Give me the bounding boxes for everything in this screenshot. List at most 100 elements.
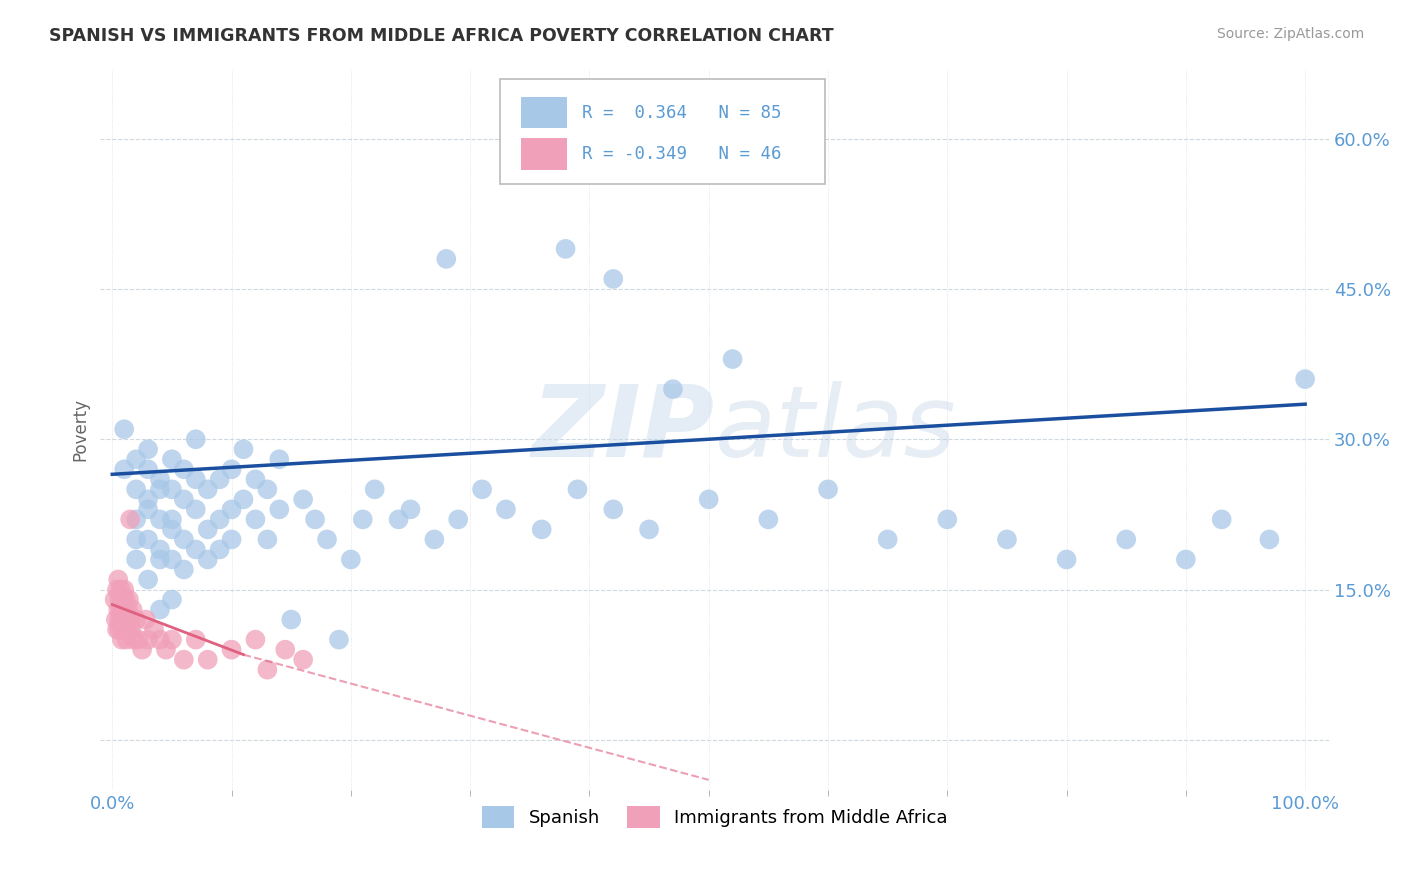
Point — [434, 252, 457, 266]
Point — [197, 653, 219, 667]
Point — [1056, 552, 1078, 566]
Point — [173, 562, 195, 576]
Point — [173, 533, 195, 547]
Point — [554, 242, 576, 256]
Point — [108, 592, 131, 607]
Point — [118, 592, 141, 607]
Point — [1211, 512, 1233, 526]
Point — [111, 613, 134, 627]
Point — [136, 632, 159, 647]
Point — [120, 512, 142, 526]
Point — [173, 653, 195, 667]
Point — [149, 542, 172, 557]
Point — [447, 512, 470, 526]
Point — [160, 483, 183, 497]
Point — [221, 462, 243, 476]
Point — [245, 512, 267, 526]
Point — [136, 573, 159, 587]
Point — [136, 502, 159, 516]
Point — [111, 592, 134, 607]
Point — [197, 483, 219, 497]
Point — [245, 472, 267, 486]
Point — [121, 602, 143, 616]
Point — [111, 632, 134, 647]
Point — [280, 613, 302, 627]
Point — [125, 533, 148, 547]
Point — [221, 533, 243, 547]
Point — [108, 613, 131, 627]
Point — [149, 472, 172, 486]
Bar — [520, 137, 567, 169]
Point — [232, 442, 254, 457]
Point — [112, 582, 135, 597]
Point — [104, 613, 127, 627]
Point — [495, 502, 517, 516]
Point — [256, 533, 278, 547]
Point — [387, 512, 409, 526]
Point — [105, 582, 128, 597]
Point — [184, 632, 207, 647]
Point — [197, 523, 219, 537]
Point — [232, 492, 254, 507]
Point — [104, 592, 127, 607]
Text: SPANISH VS IMMIGRANTS FROM MIDDLE AFRICA POVERTY CORRELATION CHART: SPANISH VS IMMIGRANTS FROM MIDDLE AFRICA… — [49, 27, 834, 45]
Point — [128, 632, 150, 647]
Point — [149, 512, 172, 526]
Point — [352, 512, 374, 526]
Point — [143, 623, 166, 637]
Point — [107, 602, 129, 616]
Point — [602, 502, 624, 516]
Point — [530, 523, 553, 537]
Point — [638, 523, 661, 537]
Point — [184, 542, 207, 557]
Point — [269, 502, 291, 516]
Text: atlas: atlas — [714, 381, 956, 478]
Point — [112, 602, 135, 616]
Point — [155, 642, 177, 657]
Point — [117, 602, 139, 616]
Point — [120, 613, 142, 627]
Point — [173, 492, 195, 507]
Point — [817, 483, 839, 497]
Point — [108, 623, 131, 637]
Point — [160, 552, 183, 566]
Point — [340, 552, 363, 566]
Point — [876, 533, 898, 547]
Point — [221, 502, 243, 516]
Text: ZIP: ZIP — [531, 381, 714, 478]
Point — [274, 642, 297, 657]
Point — [197, 552, 219, 566]
Point — [1115, 533, 1137, 547]
Point — [136, 462, 159, 476]
Point — [160, 452, 183, 467]
Point — [107, 573, 129, 587]
Point — [149, 632, 172, 647]
Point — [1174, 552, 1197, 566]
Point — [125, 613, 148, 627]
Point — [105, 623, 128, 637]
Point — [160, 523, 183, 537]
Point — [114, 623, 136, 637]
Point — [292, 653, 315, 667]
Point — [184, 502, 207, 516]
Point — [471, 483, 494, 497]
Point — [125, 512, 148, 526]
Legend: Spanish, Immigrants from Middle Africa: Spanish, Immigrants from Middle Africa — [475, 798, 955, 835]
Point — [184, 472, 207, 486]
Point — [1258, 533, 1281, 547]
Point — [149, 483, 172, 497]
Text: R = -0.349   N = 46: R = -0.349 N = 46 — [582, 145, 782, 162]
Point — [184, 432, 207, 446]
Point — [245, 632, 267, 647]
Point — [173, 462, 195, 476]
Point — [135, 613, 157, 627]
Point — [115, 613, 138, 627]
Point — [117, 623, 139, 637]
Point — [208, 542, 231, 557]
Point — [256, 663, 278, 677]
Point — [114, 592, 136, 607]
Point — [125, 552, 148, 566]
Point — [136, 492, 159, 507]
Point — [125, 452, 148, 467]
Point — [111, 623, 134, 637]
